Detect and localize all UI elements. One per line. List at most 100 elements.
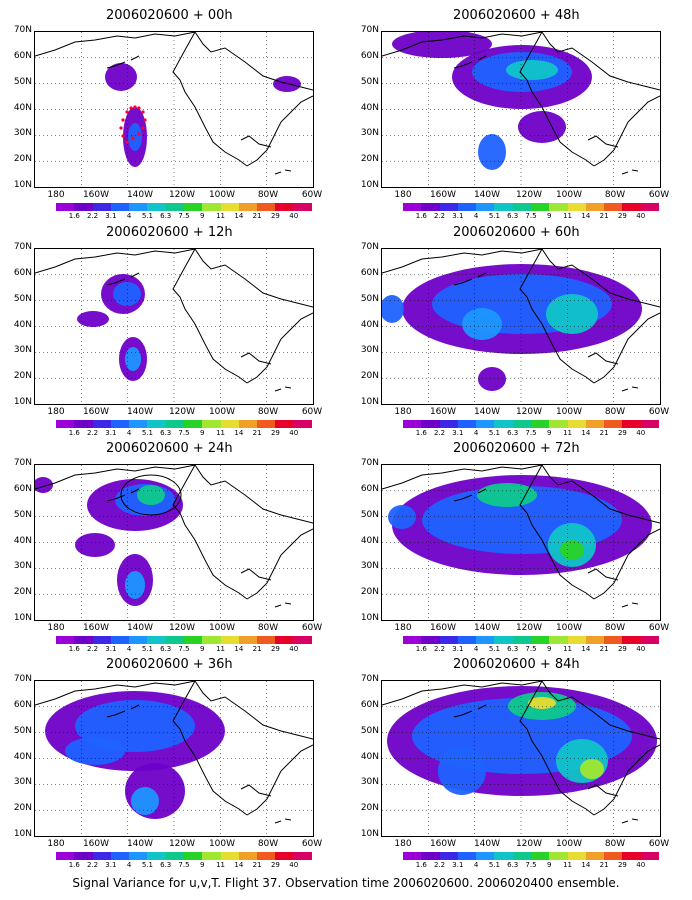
panel-title: 2006020600 + 72h bbox=[453, 441, 580, 456]
longitude-label: 140W bbox=[473, 407, 501, 417]
longitude-label: 180 bbox=[394, 839, 412, 849]
colorbar-swatch bbox=[476, 852, 495, 860]
colorbar-tick-label: 6.3 bbox=[160, 861, 172, 869]
longitude-label: 140W bbox=[126, 190, 154, 200]
longitude-label: 80W bbox=[604, 839, 626, 849]
colorbar-swatch bbox=[257, 203, 276, 211]
colorbar-swatch bbox=[56, 636, 75, 644]
map-canvas bbox=[382, 681, 660, 836]
latitude-label: 10N bbox=[13, 829, 32, 839]
latitude-label: 70N bbox=[13, 458, 32, 468]
variance-contour bbox=[438, 747, 486, 795]
colorbar-tick-label: 7.5 bbox=[178, 212, 190, 220]
observation-point bbox=[137, 106, 141, 110]
colorbar-tick-label: 11 bbox=[563, 429, 573, 437]
latitude-label: 10N bbox=[13, 613, 32, 623]
colorbar-swatch bbox=[585, 203, 605, 211]
colorbar-tick-label: 3.1 bbox=[105, 212, 117, 220]
colorbar-tick-label: 4 bbox=[126, 429, 132, 437]
latitude-label: 50N bbox=[360, 509, 379, 520]
colorbar-tick-label: 7.5 bbox=[525, 861, 537, 869]
longitude-label: 60W bbox=[301, 190, 323, 200]
variance-contour bbox=[506, 60, 558, 80]
colorbar-tick-label: 3.1 bbox=[452, 861, 464, 869]
colorbar-tick-label: 11 bbox=[216, 861, 226, 869]
colorbar-tick-label: 6.3 bbox=[507, 861, 519, 869]
longitude-label: 100W bbox=[208, 407, 236, 417]
observation-point bbox=[129, 106, 133, 110]
latitude-label: 70N bbox=[13, 242, 32, 252]
colorbar-tick-label: 7.5 bbox=[525, 645, 537, 653]
latitude-label: 70N bbox=[360, 458, 379, 468]
colorbar-tick-label: 6.3 bbox=[160, 212, 172, 220]
colorbar-tick-label: 5.1 bbox=[488, 645, 500, 653]
longitude-label: 100W bbox=[208, 839, 236, 849]
colorbar bbox=[403, 636, 659, 644]
latitude-label: 30N bbox=[13, 561, 32, 572]
variance-contour bbox=[560, 540, 584, 560]
colorbar-swatch bbox=[457, 420, 477, 428]
latitude-label: 60N bbox=[13, 50, 32, 61]
colorbar-tick-label: 14 bbox=[234, 861, 244, 869]
colorbar-tick-label: 7.5 bbox=[178, 645, 190, 653]
observation-point bbox=[143, 118, 147, 122]
longitude-label: 60W bbox=[301, 839, 323, 849]
colorbar-tick-label: 40 bbox=[636, 645, 646, 653]
colorbar-swatch bbox=[640, 420, 659, 428]
colorbar-swatch bbox=[476, 420, 495, 428]
latitude-label: 30N bbox=[13, 777, 32, 788]
colorbar-swatch bbox=[293, 420, 312, 428]
colorbar-tick-label: 14 bbox=[581, 212, 591, 220]
colorbar-tick-label: 3.1 bbox=[452, 212, 464, 220]
colorbar-tick-label: 11 bbox=[216, 645, 226, 653]
longitude-label: 180 bbox=[47, 407, 65, 417]
colorbar-swatch bbox=[129, 636, 148, 644]
colorbar-swatch bbox=[74, 636, 93, 644]
variance-contour bbox=[392, 32, 492, 58]
colorbar-swatch bbox=[238, 420, 258, 428]
colorbar-tick-label: 40 bbox=[289, 212, 299, 220]
colorbar-swatch bbox=[165, 203, 184, 211]
colorbar-tick-label: 5.1 bbox=[141, 645, 153, 653]
colorbar-tick-label: 7.5 bbox=[525, 429, 537, 437]
colorbar-tick-label: 14 bbox=[234, 212, 244, 220]
colorbar bbox=[56, 203, 312, 211]
longitude-label: 160W bbox=[82, 623, 110, 633]
longitude-label: 160W bbox=[429, 839, 457, 849]
variance-contour bbox=[131, 787, 159, 815]
colorbar-swatch bbox=[183, 420, 203, 428]
colorbar-tick-label: 29 bbox=[270, 429, 280, 437]
colorbar-swatch bbox=[293, 203, 312, 211]
colorbar-tick-label: 2.2 bbox=[86, 645, 99, 653]
colorbar-tick-label: 29 bbox=[270, 212, 280, 220]
colorbar-swatch bbox=[403, 420, 422, 428]
colorbar-tick-label: 9 bbox=[547, 212, 552, 220]
colorbar-tick-label: 4 bbox=[473, 429, 479, 437]
map-canvas bbox=[35, 681, 313, 836]
colorbar-tick-label: 2.2 bbox=[86, 212, 99, 220]
colorbar-swatch bbox=[530, 420, 550, 428]
colorbar-swatch bbox=[530, 203, 550, 211]
colorbar-swatch bbox=[202, 852, 221, 860]
colorbar-swatch bbox=[403, 203, 422, 211]
longitude-label: 60W bbox=[648, 839, 670, 849]
colorbar-tick-label: 3.1 bbox=[452, 645, 464, 653]
colorbar-swatch bbox=[585, 420, 605, 428]
latitude-label: 30N bbox=[360, 345, 379, 356]
colorbar-swatch bbox=[147, 203, 166, 211]
colorbar-swatch bbox=[257, 636, 276, 644]
colorbar-swatch bbox=[567, 852, 586, 860]
colorbar-tick-label: 21 bbox=[252, 861, 262, 869]
colorbar-tick-label: 1.6 bbox=[415, 645, 427, 653]
colorbar-tick-label: 5.1 bbox=[488, 429, 500, 437]
island-outline bbox=[106, 488, 292, 608]
longitude-label: 120W bbox=[168, 407, 196, 417]
coastline bbox=[382, 32, 660, 167]
colorbar-tick-label: 40 bbox=[289, 429, 299, 437]
latitude-label: 30N bbox=[13, 345, 32, 356]
latitude-label: 10N bbox=[360, 613, 379, 623]
longitude-label: 120W bbox=[515, 190, 543, 200]
panel-title: 2006020600 + 36h bbox=[106, 657, 233, 672]
colorbar-tick-label: 2.2 bbox=[86, 861, 99, 869]
latitude-label: 70N bbox=[13, 674, 32, 684]
